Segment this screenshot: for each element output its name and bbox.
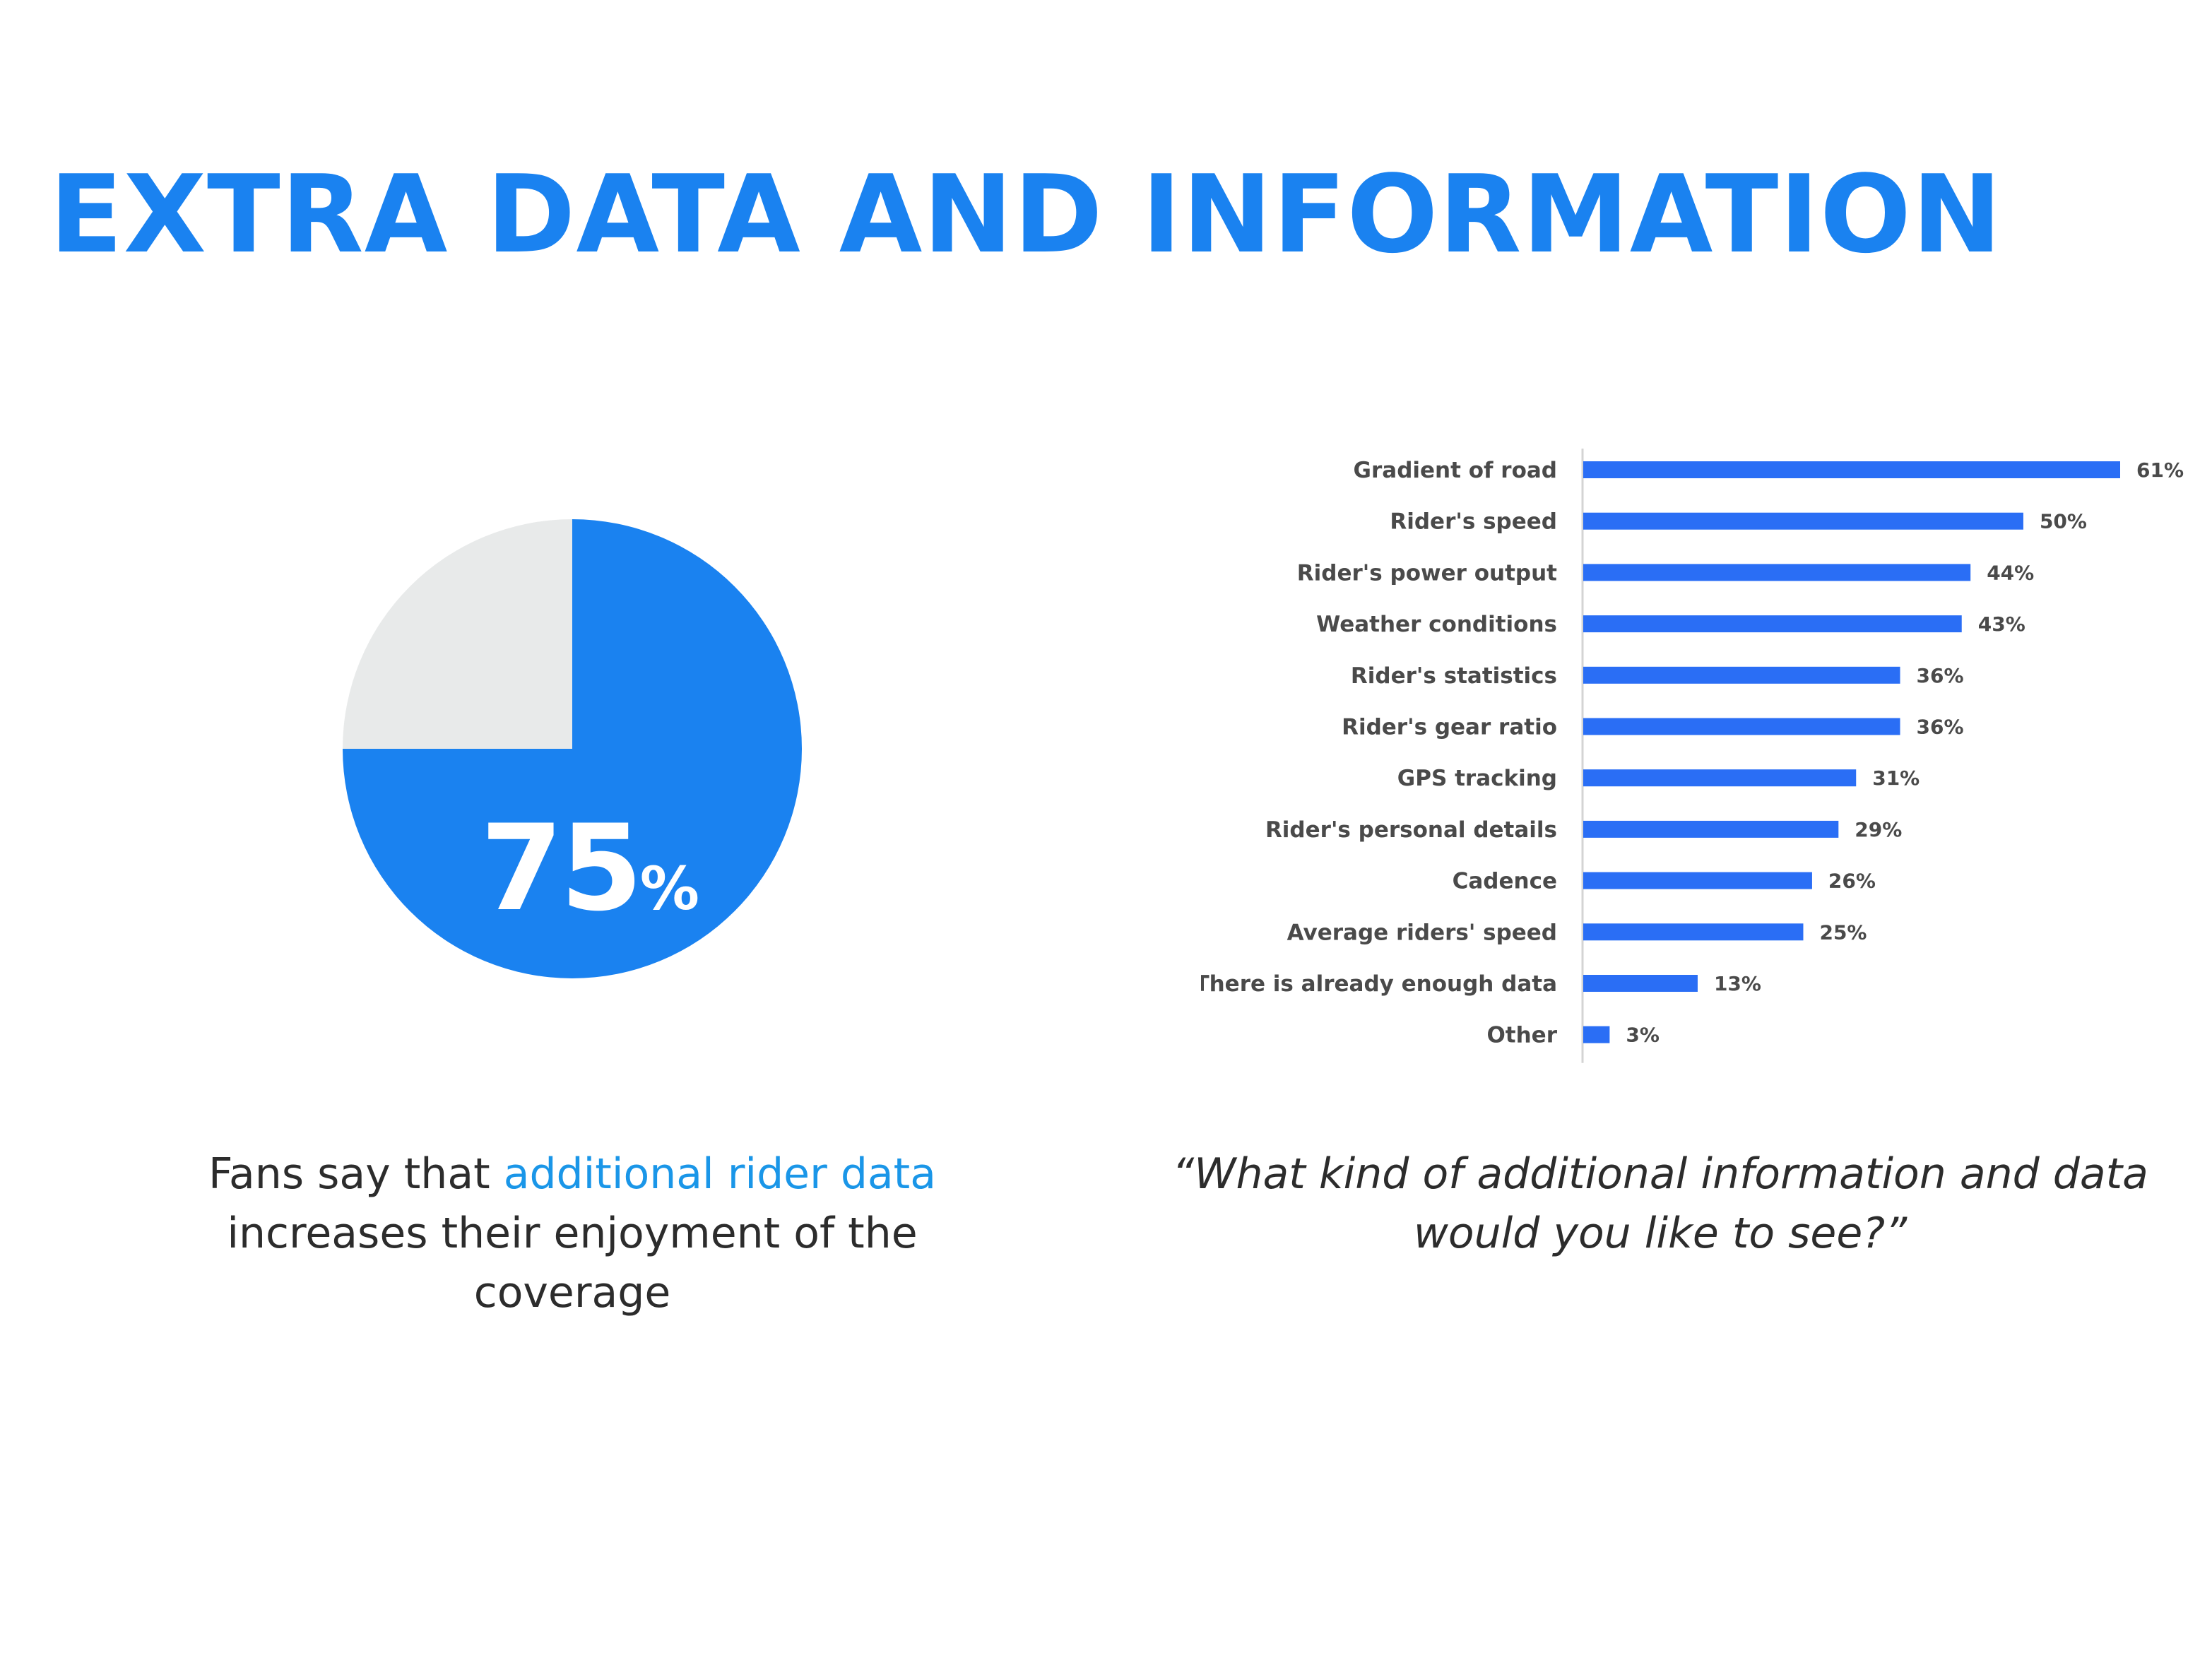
bar-value-label: 50% xyxy=(2040,510,2087,533)
bar-category-label: Weather conditions xyxy=(1316,612,1557,637)
pie-caption-end: increases their enjoyment of the coverag… xyxy=(227,1209,918,1317)
bar xyxy=(1583,872,1812,889)
bar-chart: Gradient of road 61% Rider's speed 50% Rider… xyxy=(1201,449,2184,1063)
bar xyxy=(1583,769,1857,787)
pie-caption-highlight: additional rider data xyxy=(503,1149,936,1199)
pie-value-unit: % xyxy=(639,854,699,923)
pie-caption: Fans say that additional rider data incr… xyxy=(127,1144,1017,1322)
page-title: EXTRA DATA AND INFORMATION xyxy=(49,152,2003,277)
bar xyxy=(1583,666,1900,684)
bar-value-label: 25% xyxy=(1819,920,1867,944)
bar xyxy=(1583,1026,1610,1043)
bar-value-label: 36% xyxy=(1917,664,1964,687)
bar xyxy=(1583,718,1900,735)
bar-category-label: GPS tracking xyxy=(1397,766,1557,791)
bar-value-label: 61% xyxy=(2136,458,2184,482)
bar-value-label: 3% xyxy=(1626,1024,1660,1047)
bar-value-label: 13% xyxy=(1714,972,1761,995)
pie-caption-start: Fans say that xyxy=(208,1149,504,1199)
bar-value-label: 29% xyxy=(1855,818,1902,841)
pie-slice-1 xyxy=(343,519,572,749)
pie-chart xyxy=(343,519,802,978)
bar-category-label: Other xyxy=(1486,1023,1557,1048)
bar-category-label: Average riders' speed xyxy=(1287,920,1557,945)
bar xyxy=(1583,564,1971,581)
bar-value-label: 26% xyxy=(1828,870,1876,893)
bar xyxy=(1583,512,2023,530)
bar-value-label: 36% xyxy=(1917,716,1964,739)
bar xyxy=(1583,975,1698,992)
bar xyxy=(1583,615,1962,633)
bar xyxy=(1583,923,1804,941)
bar-category-label: Rider's power output xyxy=(1297,560,1557,586)
bar-category-label: Gradient of road xyxy=(1354,458,1557,483)
bar-chart-question: “What kind of additional information and… xyxy=(1172,1149,2148,1258)
bar-category-label: Rider's statistics xyxy=(1351,663,1557,689)
bar-category-label: Rider's personal details xyxy=(1265,817,1557,843)
pie-value-number: 75 xyxy=(480,799,643,937)
bar xyxy=(1583,461,2120,478)
bar-value-label: 44% xyxy=(1987,561,2034,584)
bar-category-label: Rider's speed xyxy=(1390,509,1557,535)
bar-value-label: 31% xyxy=(1872,766,1920,790)
bar-value-label: 43% xyxy=(1978,612,2025,636)
bar xyxy=(1583,820,1839,838)
bar-category-label: Cadence xyxy=(1453,869,1557,894)
bar-category-label: Rider's gear ratio xyxy=(1342,715,1557,740)
pie-value-label: 75% xyxy=(480,809,699,928)
bar-category-label: There is already enough data xyxy=(1201,971,1557,997)
